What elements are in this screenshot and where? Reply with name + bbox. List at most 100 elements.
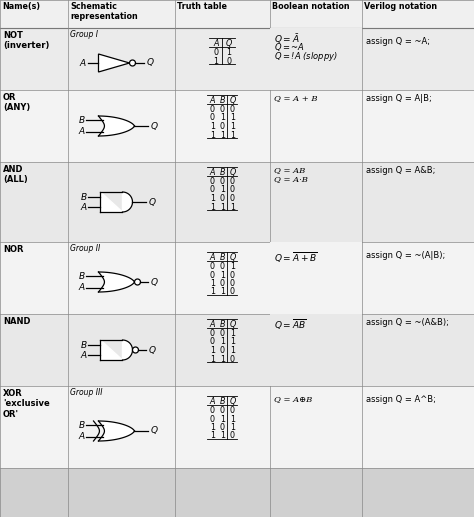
Bar <box>0 0 474 28</box>
Text: Q: Q <box>146 58 154 68</box>
Bar <box>0 90 474 162</box>
Text: Name(s): Name(s) <box>2 2 40 11</box>
Text: 1: 1 <box>210 287 215 297</box>
Text: 0: 0 <box>230 177 235 186</box>
Text: 0: 0 <box>210 177 215 186</box>
Text: 1: 1 <box>220 114 225 123</box>
Text: NAND: NAND <box>3 317 30 326</box>
Text: Verilog notation: Verilog notation <box>364 2 437 11</box>
Text: Q: Q <box>229 253 236 262</box>
Text: NOR: NOR <box>3 245 24 254</box>
Circle shape <box>129 60 136 66</box>
Text: A: A <box>210 253 215 262</box>
Text: Q: Q <box>151 278 158 286</box>
Text: Truth table: Truth table <box>177 2 227 11</box>
Text: B: B <box>220 397 225 406</box>
Polygon shape <box>99 54 129 72</box>
Text: assign Q = ~(A|B);: assign Q = ~(A|B); <box>366 251 445 260</box>
Text: 0: 0 <box>230 105 235 114</box>
Text: Q = AB: Q = AB <box>274 166 305 174</box>
Bar <box>270 242 362 314</box>
Text: 1: 1 <box>210 355 215 363</box>
Text: XOR
'exclusive
OR': XOR 'exclusive OR' <box>3 389 50 419</box>
Text: Q = ĀƁ: Q = ĀƁ <box>274 318 305 326</box>
Text: A: A <box>81 203 86 211</box>
Text: assign Q = A|B;: assign Q = A|B; <box>366 94 432 103</box>
Text: A: A <box>210 320 215 329</box>
Text: A: A <box>210 168 215 177</box>
Text: 1: 1 <box>230 415 235 423</box>
Text: A: A <box>213 39 219 48</box>
Text: 0: 0 <box>230 287 235 297</box>
Bar <box>0 242 474 314</box>
Text: 0: 0 <box>210 406 215 415</box>
Text: B: B <box>220 253 225 262</box>
Text: 0: 0 <box>220 262 225 271</box>
Text: A: A <box>78 283 84 292</box>
Text: 1: 1 <box>220 355 225 363</box>
Text: Q = ~A: Q = ~A <box>274 46 306 54</box>
Text: 1: 1 <box>220 186 225 194</box>
Text: 1: 1 <box>220 203 225 211</box>
Text: B: B <box>78 421 84 430</box>
Text: 0: 0 <box>220 423 225 432</box>
Text: Schematic
representation: Schematic representation <box>70 2 138 21</box>
Text: 0: 0 <box>230 279 235 288</box>
Text: 0: 0 <box>213 48 219 57</box>
Bar <box>0 28 474 90</box>
Text: 1: 1 <box>210 122 215 131</box>
Text: 0: 0 <box>220 194 225 203</box>
Text: Q = !A (sloppy): Q = !A (sloppy) <box>274 55 339 63</box>
Circle shape <box>133 347 138 353</box>
Text: 1: 1 <box>220 270 225 280</box>
Text: 0: 0 <box>230 270 235 280</box>
Bar <box>0 162 474 242</box>
Text: 0: 0 <box>230 194 235 203</box>
Text: 0: 0 <box>230 355 235 363</box>
Text: 0: 0 <box>220 177 225 186</box>
Text: A: A <box>210 96 215 105</box>
Text: 1: 1 <box>220 432 225 440</box>
Text: Q: Q <box>226 39 232 48</box>
Bar <box>270 28 362 90</box>
Text: 1: 1 <box>213 56 219 66</box>
Text: B: B <box>81 192 86 202</box>
Polygon shape <box>99 116 135 136</box>
Text: 0: 0 <box>210 114 215 123</box>
Text: assign Q = ~(A&B);: assign Q = ~(A&B); <box>366 318 449 327</box>
Text: 1: 1 <box>230 423 235 432</box>
Polygon shape <box>100 192 133 212</box>
Text: Q: Q <box>148 345 155 355</box>
Text: 0: 0 <box>210 105 215 114</box>
Text: OR
(ANY): OR (ANY) <box>3 93 30 112</box>
Text: Q = A⊕B: Q = A⊕B <box>274 395 312 403</box>
Text: Q: Q <box>151 121 158 130</box>
Text: assign Q = ~A;: assign Q = ~A; <box>366 37 430 46</box>
Text: 1: 1 <box>220 415 225 423</box>
Text: 1: 1 <box>210 423 215 432</box>
Text: Q = A + B: Q = A + B <box>274 94 318 102</box>
Text: 1: 1 <box>220 130 225 140</box>
Text: B: B <box>220 320 225 329</box>
Text: 0: 0 <box>210 329 215 338</box>
Text: 0: 0 <box>210 415 215 423</box>
Text: A: A <box>78 127 84 136</box>
Text: 1: 1 <box>210 346 215 355</box>
Text: Group II: Group II <box>70 244 100 253</box>
Bar <box>0 314 474 386</box>
Text: Boolean notation: Boolean notation <box>272 2 350 11</box>
Text: 0: 0 <box>230 432 235 440</box>
Text: B: B <box>81 341 86 349</box>
Text: 0: 0 <box>220 329 225 338</box>
Text: B: B <box>78 272 84 281</box>
Text: 0: 0 <box>220 122 225 131</box>
Text: Q = Ā: Q = Ā <box>274 37 299 45</box>
Text: 1: 1 <box>230 262 235 271</box>
Text: 0: 0 <box>220 406 225 415</box>
Text: Q: Q <box>229 320 236 329</box>
Text: 1: 1 <box>230 122 235 131</box>
Text: Q = A·B: Q = A·B <box>274 175 308 183</box>
Text: Q: Q <box>229 168 236 177</box>
Text: 0: 0 <box>227 56 231 66</box>
Text: 0: 0 <box>210 338 215 346</box>
